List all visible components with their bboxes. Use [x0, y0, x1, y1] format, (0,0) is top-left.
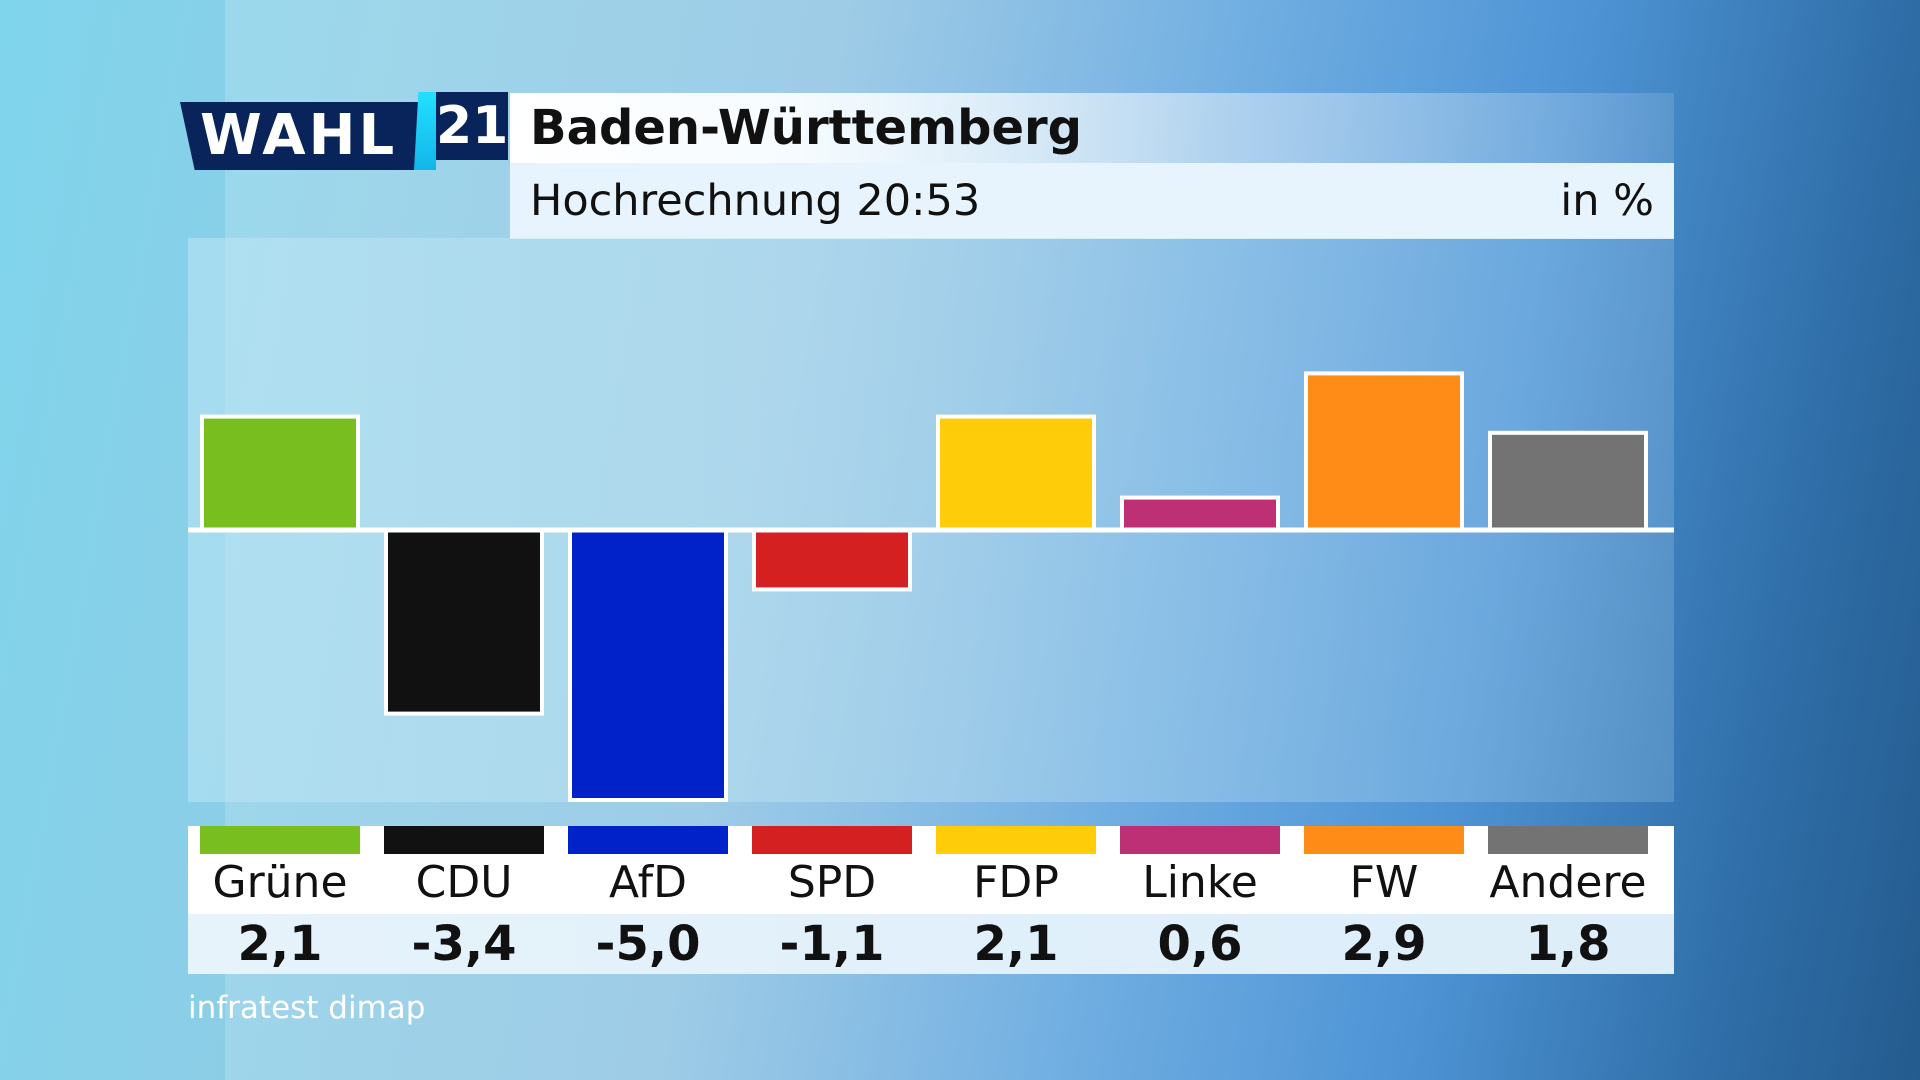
legend-swatch-afd [568, 826, 728, 854]
bar-gruene [200, 414, 360, 533]
legend-label-fw: FW [1349, 857, 1419, 908]
bar-andere [1488, 430, 1648, 532]
bar-fw [1304, 371, 1464, 532]
logo-accent-stripe [414, 92, 436, 170]
legend-label-linke: Linke [1142, 857, 1258, 908]
chart-title: Baden-Württemberg [530, 100, 1083, 156]
data-label-cdu: -3,4 [411, 916, 517, 972]
wahl-year-badge: 21 [436, 92, 508, 160]
legend-label-afd: AfD [609, 857, 687, 908]
data-label-fw: 2,9 [1341, 916, 1427, 972]
wahl-logo: WAHL [180, 102, 424, 170]
legend-swatch-gruene [200, 826, 360, 854]
legend-label-spd: SPD [787, 857, 877, 908]
unit-label: in % [1560, 176, 1654, 226]
legend-swatch-linke [1120, 826, 1280, 854]
legend-swatch-cdu [384, 826, 544, 854]
legend-swatch-andere [1488, 826, 1648, 854]
data-label-gruene: 2,1 [237, 916, 323, 972]
data-label-fdp: 2,1 [973, 916, 1059, 972]
bar-afd [568, 528, 728, 802]
legend-label-fdp: FDP [973, 857, 1059, 908]
bar-linke [1120, 495, 1280, 533]
data-label-spd: -1,1 [779, 916, 885, 972]
bar-cdu [384, 528, 544, 716]
data-label-afd: -5,0 [595, 916, 701, 972]
subtitle-bar [510, 163, 1674, 239]
legend-label-andere: Andere [1489, 857, 1647, 908]
title-bar [510, 93, 1674, 163]
chart-subtitle: Hochrechnung 20:53 [530, 176, 981, 226]
source-credit: infratest dimap [188, 990, 426, 1026]
data-label-andere: 1,8 [1525, 916, 1611, 972]
legend-swatch-spd [752, 826, 912, 854]
bar-spd [752, 528, 912, 592]
legend-label-cdu: CDU [415, 857, 513, 908]
values-panel [188, 914, 1674, 974]
bar-fdp [936, 414, 1096, 533]
legend-swatch-fw [1304, 826, 1464, 854]
legend-swatch-fdp [936, 826, 1096, 854]
data-label-linke: 0,6 [1157, 916, 1243, 972]
legend-label-gruene: Grüne [212, 857, 348, 908]
